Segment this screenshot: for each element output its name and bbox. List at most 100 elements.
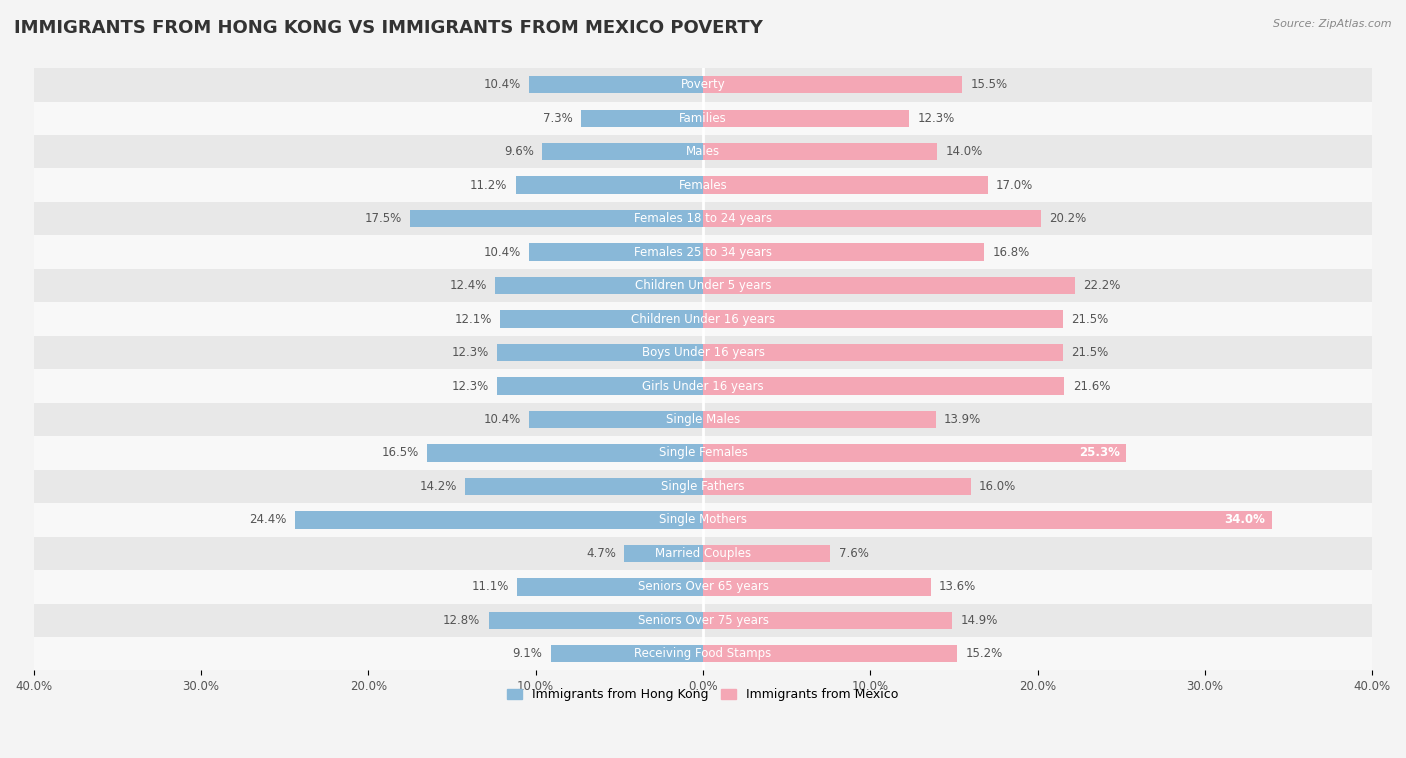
Text: 9.6%: 9.6% — [505, 146, 534, 158]
Text: 11.2%: 11.2% — [470, 179, 508, 192]
Bar — [465, 478, 703, 495]
Text: 13.9%: 13.9% — [943, 413, 981, 426]
Text: Single Mothers: Single Mothers — [659, 513, 747, 526]
Text: 13.6%: 13.6% — [939, 581, 976, 594]
Text: 10.4%: 10.4% — [484, 413, 520, 426]
Bar — [703, 377, 1064, 395]
Bar — [703, 310, 1063, 327]
Bar — [703, 344, 1063, 362]
Bar — [703, 143, 938, 161]
Bar — [34, 570, 1372, 603]
Bar — [703, 277, 1074, 294]
Text: Females 18 to 24 years: Females 18 to 24 years — [634, 212, 772, 225]
Bar — [543, 143, 703, 161]
Text: 4.7%: 4.7% — [586, 547, 616, 560]
Bar — [703, 645, 957, 662]
Text: 11.1%: 11.1% — [471, 581, 509, 594]
Bar — [34, 135, 1372, 168]
Bar — [703, 177, 987, 194]
Bar — [34, 637, 1372, 671]
Text: Children Under 16 years: Children Under 16 years — [631, 312, 775, 326]
Bar — [34, 68, 1372, 102]
Text: 14.0%: 14.0% — [946, 146, 983, 158]
Text: 17.5%: 17.5% — [364, 212, 402, 225]
Bar — [703, 411, 935, 428]
Text: Children Under 5 years: Children Under 5 years — [634, 279, 772, 292]
Bar — [529, 76, 703, 93]
Text: 10.4%: 10.4% — [484, 78, 520, 91]
Bar — [34, 436, 1372, 470]
Text: 12.8%: 12.8% — [443, 614, 481, 627]
Bar — [489, 612, 703, 629]
Text: Single Males: Single Males — [666, 413, 740, 426]
Bar — [703, 545, 830, 562]
Text: 17.0%: 17.0% — [995, 179, 1033, 192]
Bar — [34, 236, 1372, 269]
Bar — [34, 603, 1372, 637]
Bar — [34, 202, 1372, 236]
Bar — [529, 411, 703, 428]
Text: IMMIGRANTS FROM HONG KONG VS IMMIGRANTS FROM MEXICO POVERTY: IMMIGRANTS FROM HONG KONG VS IMMIGRANTS … — [14, 19, 763, 37]
Bar — [34, 269, 1372, 302]
Text: 9.1%: 9.1% — [512, 647, 543, 660]
Bar — [34, 336, 1372, 369]
Legend: Immigrants from Hong Kong, Immigrants from Mexico: Immigrants from Hong Kong, Immigrants fr… — [502, 684, 904, 706]
Text: Source: ZipAtlas.com: Source: ZipAtlas.com — [1274, 19, 1392, 29]
Bar — [498, 377, 703, 395]
Bar — [516, 177, 703, 194]
Bar — [501, 310, 703, 327]
Bar — [703, 511, 1272, 528]
Text: Seniors Over 65 years: Seniors Over 65 years — [637, 581, 769, 594]
Text: Females 25 to 34 years: Females 25 to 34 years — [634, 246, 772, 258]
Text: Married Couples: Married Couples — [655, 547, 751, 560]
Text: Receiving Food Stamps: Receiving Food Stamps — [634, 647, 772, 660]
Bar — [495, 277, 703, 294]
Text: 12.3%: 12.3% — [451, 380, 489, 393]
Text: 22.2%: 22.2% — [1083, 279, 1121, 292]
Text: 12.1%: 12.1% — [454, 312, 492, 326]
Bar — [624, 545, 703, 562]
Text: Seniors Over 75 years: Seniors Over 75 years — [637, 614, 769, 627]
Bar — [498, 344, 703, 362]
Bar — [34, 503, 1372, 537]
Bar — [703, 210, 1040, 227]
Bar — [34, 369, 1372, 402]
Bar — [551, 645, 703, 662]
Text: Single Fathers: Single Fathers — [661, 480, 745, 493]
Bar — [703, 612, 952, 629]
Text: Boys Under 16 years: Boys Under 16 years — [641, 346, 765, 359]
Bar — [34, 470, 1372, 503]
Text: 21.6%: 21.6% — [1073, 380, 1111, 393]
Text: 34.0%: 34.0% — [1225, 513, 1265, 526]
Bar — [427, 444, 703, 462]
Bar — [411, 210, 703, 227]
Bar — [703, 243, 984, 261]
Text: 14.2%: 14.2% — [419, 480, 457, 493]
Text: Males: Males — [686, 146, 720, 158]
Text: Single Females: Single Females — [658, 446, 748, 459]
Bar — [581, 110, 703, 127]
Text: 21.5%: 21.5% — [1071, 312, 1108, 326]
Bar — [703, 478, 970, 495]
Bar — [34, 302, 1372, 336]
Text: 16.8%: 16.8% — [993, 246, 1029, 258]
Text: 16.0%: 16.0% — [979, 480, 1017, 493]
Text: 24.4%: 24.4% — [249, 513, 287, 526]
Text: Families: Families — [679, 111, 727, 125]
Text: 25.3%: 25.3% — [1078, 446, 1119, 459]
Text: 15.2%: 15.2% — [966, 647, 1002, 660]
Text: 20.2%: 20.2% — [1049, 212, 1087, 225]
Bar — [703, 76, 963, 93]
Bar — [703, 444, 1126, 462]
Text: 7.3%: 7.3% — [543, 111, 572, 125]
Text: Girls Under 16 years: Girls Under 16 years — [643, 380, 763, 393]
Text: 12.3%: 12.3% — [917, 111, 955, 125]
Text: 21.5%: 21.5% — [1071, 346, 1108, 359]
Bar — [34, 402, 1372, 436]
Bar — [703, 578, 931, 596]
Text: 14.9%: 14.9% — [960, 614, 998, 627]
Bar — [34, 168, 1372, 202]
Bar — [703, 110, 908, 127]
Text: 15.5%: 15.5% — [970, 78, 1008, 91]
Text: Females: Females — [679, 179, 727, 192]
